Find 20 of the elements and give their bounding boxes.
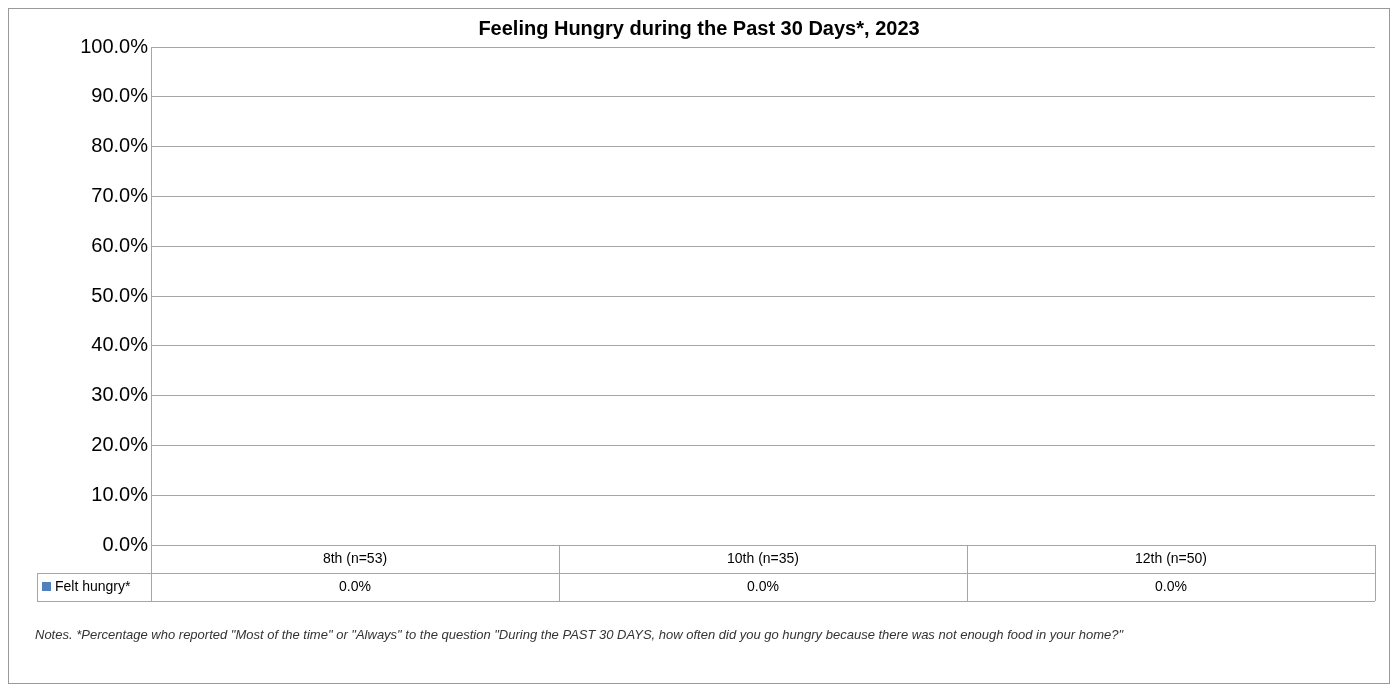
y-tick-label: 40.0%: [91, 333, 149, 356]
y-tick-label: 20.0%: [91, 432, 149, 455]
data-label: 0.0%: [747, 577, 779, 594]
x-tick-label: 12th (n=50): [1135, 549, 1207, 566]
y-tick-label: 60.0%: [91, 233, 149, 256]
y-tick-label: 70.0%: [91, 183, 149, 206]
x-tick-label: 8th (n=53): [322, 549, 388, 566]
y-tick-label: 100.0%: [80, 34, 149, 57]
y-tick-label: 30.0%: [91, 383, 149, 406]
y-tick-label: 50.0%: [91, 283, 149, 306]
x-tick-label: 10th (n=35): [727, 549, 799, 566]
y-tick-label: 80.0%: [91, 134, 149, 157]
text: Notes. *Percentage who reported "Most of the time" or "Always" to the question "During the PAST 30 DAYS, how often did you go hungry because there was not enough food in your home?": [34, 626, 1125, 642]
chart-title: Feeling Hungry during the Past 30 Days*, 2023: [478, 16, 920, 39]
y-tick-label: 90.0%: [91, 84, 149, 107]
legend-label: Felt hungry*: [55, 577, 132, 594]
y-tick-label: 10.0%: [91, 482, 149, 505]
y-tick-label: 0.0%: [102, 532, 149, 555]
data-label: 0.0%: [339, 577, 371, 594]
data-label: 0.0%: [1155, 577, 1187, 594]
